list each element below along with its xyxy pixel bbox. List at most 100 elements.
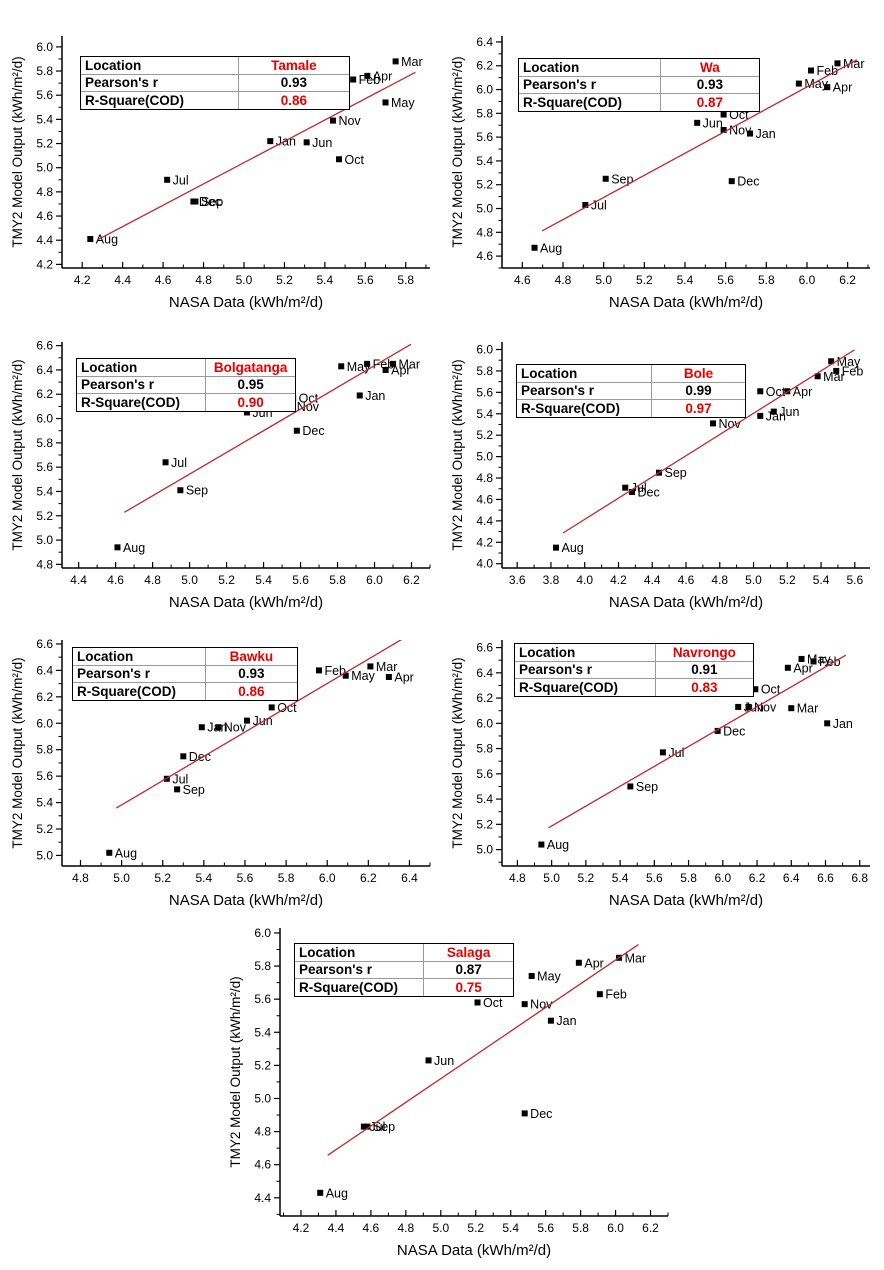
svg-text:5.6: 5.6 — [537, 1221, 554, 1235]
svg-text:4.0: 4.0 — [476, 557, 493, 571]
svg-text:6.2: 6.2 — [403, 573, 420, 587]
svg-text:5.0: 5.0 — [476, 843, 493, 857]
svg-text:5.4: 5.4 — [476, 407, 493, 421]
plot-canvas-wa: 4.6 4.8 5.0 5.2 5.4 5.6 5.8 6.0 6.2 4.6 4.8 5.0 5.2 5… — [450, 35, 870, 311]
svg-text:4.2: 4.2 — [610, 573, 627, 587]
legend-pearson-value: 0.87 — [455, 962, 482, 978]
svg-text:6.8: 6.8 — [851, 871, 868, 885]
scatter-chart-wa: 4.6 4.8 5.0 5.2 5.4 5.6 5.8 6.0 6.2 4.6 4.8 5.0 5.2 5… — [448, 2, 880, 314]
legend-table-bawku: Location Bawku Pearson's r 0.93 R-Square(C… — [72, 647, 298, 701]
legend-rsquare-label: R-Square(COD) — [515, 679, 656, 696]
svg-text:5.4: 5.4 — [317, 273, 334, 287]
svg-text:5.8: 5.8 — [254, 959, 271, 973]
svg-text:Jun: Jun — [779, 405, 799, 419]
svg-text:4.6: 4.6 — [678, 573, 695, 587]
svg-text:6.0: 6.0 — [254, 926, 271, 940]
svg-text:5.2: 5.2 — [578, 871, 595, 885]
svg-text:Feb: Feb — [819, 655, 841, 669]
svg-text:Sep: Sep — [611, 172, 633, 186]
svg-text:Jan: Jan — [833, 717, 853, 731]
svg-text:6.0: 6.0 — [607, 1221, 624, 1235]
legend-location-label: Location — [517, 365, 652, 382]
svg-text:5.8: 5.8 — [36, 436, 53, 450]
svg-text:TMY2 Model Output (kWh/m²/d): TMY2 Model Output (kWh/m²/d) — [450, 657, 465, 848]
legend-pearson-value: 0.91 — [691, 662, 718, 678]
svg-text:Dec: Dec — [637, 485, 659, 499]
svg-text:6.6: 6.6 — [36, 339, 53, 353]
svg-text:5.0: 5.0 — [181, 573, 198, 587]
svg-text:Nov: Nov — [729, 123, 752, 137]
svg-text:4.6: 4.6 — [514, 273, 531, 287]
svg-text:4.6: 4.6 — [476, 249, 493, 263]
legend-pearson-label: Pearson's r — [81, 74, 239, 92]
svg-text:Mar: Mar — [376, 660, 398, 674]
svg-text:5.0: 5.0 — [745, 573, 762, 587]
svg-text:Jul: Jul — [171, 456, 187, 470]
svg-text:Apr: Apr — [391, 363, 410, 377]
svg-text:5.2: 5.2 — [36, 509, 53, 523]
svg-text:5.2: 5.2 — [36, 137, 53, 151]
svg-text:6.2: 6.2 — [476, 59, 493, 73]
svg-text:6.0: 6.0 — [36, 716, 53, 730]
svg-text:6.4: 6.4 — [476, 666, 493, 680]
svg-text:6.0: 6.0 — [36, 40, 53, 54]
svg-text:6.2: 6.2 — [642, 1221, 659, 1235]
svg-text:Apr: Apr — [373, 69, 392, 83]
svg-text:4.6: 4.6 — [363, 1221, 380, 1235]
svg-text:5.4: 5.4 — [255, 573, 272, 587]
svg-text:6.6: 6.6 — [476, 641, 493, 655]
svg-text:Nov: Nov — [530, 998, 553, 1012]
svg-text:4.4: 4.4 — [70, 573, 87, 587]
svg-text:Aug: Aug — [115, 846, 137, 860]
scatter-chart-bolgatanga: 4.4 4.6 4.8 5.0 5.2 5.4 5.6 5.8 6.0 6.2 4.8 5.0 5.2 5… — [8, 316, 440, 614]
svg-text:5.2: 5.2 — [779, 573, 796, 587]
svg-text:5.4: 5.4 — [36, 796, 53, 810]
svg-text:4.8: 4.8 — [711, 573, 728, 587]
legend-location-label: Location — [77, 359, 207, 376]
svg-text:6.6: 6.6 — [36, 637, 53, 651]
legend-table-salaga: Location Salaga Pearson's r 0.87 R-Square(… — [294, 943, 514, 997]
svg-text:6.0: 6.0 — [476, 83, 493, 97]
svg-text:NASA Data (kWh/m²/d): NASA Data (kWh/m²/d) — [169, 594, 323, 611]
svg-text:5.2: 5.2 — [154, 871, 171, 885]
legend-pearson-value: 0.93 — [696, 77, 724, 93]
legend-pearson-value: 0.93 — [238, 666, 265, 682]
svg-text:5.6: 5.6 — [292, 573, 309, 587]
legend-pearson-label: Pearson's r — [519, 76, 661, 94]
svg-text:6.0: 6.0 — [799, 273, 816, 287]
svg-text:NASA Data (kWh/m²/d): NASA Data (kWh/m²/d) — [609, 892, 763, 909]
svg-text:5.0: 5.0 — [543, 871, 560, 885]
svg-text:Sep: Sep — [636, 780, 658, 794]
svg-text:5.6: 5.6 — [36, 460, 53, 474]
legend-location-label: Location — [73, 648, 206, 665]
svg-text:Jun: Jun — [703, 116, 723, 130]
svg-text:May: May — [391, 96, 415, 110]
svg-text:6.4: 6.4 — [476, 35, 493, 49]
svg-text:Oct: Oct — [766, 385, 786, 399]
legend-location-value: Navrongo — [672, 644, 736, 660]
svg-text:May: May — [804, 77, 828, 91]
svg-text:Jul: Jul — [172, 772, 188, 786]
legend-rsquare-label: R-Square(COD) — [73, 683, 206, 700]
legend-pearson-label: Pearson's r — [517, 382, 652, 400]
svg-text:Jan: Jan — [756, 127, 776, 141]
legend-rsquare-value: 0.86 — [238, 683, 265, 699]
legend-table-bole: Location Bole Pearson's r 0.99 R-Square(CO… — [516, 364, 746, 418]
svg-text:5.0: 5.0 — [254, 1091, 271, 1105]
svg-text:Sep: Sep — [183, 783, 205, 797]
svg-text:5.2: 5.2 — [254, 1058, 271, 1072]
svg-text:5.8: 5.8 — [329, 573, 346, 587]
svg-text:5.6: 5.6 — [646, 871, 663, 885]
svg-text:4.6: 4.6 — [254, 1158, 271, 1172]
svg-text:4.2: 4.2 — [476, 535, 493, 549]
legend-location-label: Location — [295, 944, 425, 961]
legend-location-label: Location — [519, 59, 661, 76]
legend-location-value: Tamale — [271, 57, 317, 73]
svg-text:TMY2 Model Output (kWh/m²/d): TMY2 Model Output (kWh/m²/d) — [10, 657, 25, 848]
svg-text:Oct: Oct — [761, 683, 781, 697]
svg-text:Apr: Apr — [793, 661, 812, 675]
svg-text:6.0: 6.0 — [476, 342, 493, 356]
plot-canvas-bolgatanga: 4.4 4.6 4.8 5.0 5.2 5.4 5.6 5.8 6.0 6.2 4.8 5.0 5.2 5… — [10, 339, 431, 611]
legend-rsquare-value: 0.75 — [455, 979, 482, 995]
